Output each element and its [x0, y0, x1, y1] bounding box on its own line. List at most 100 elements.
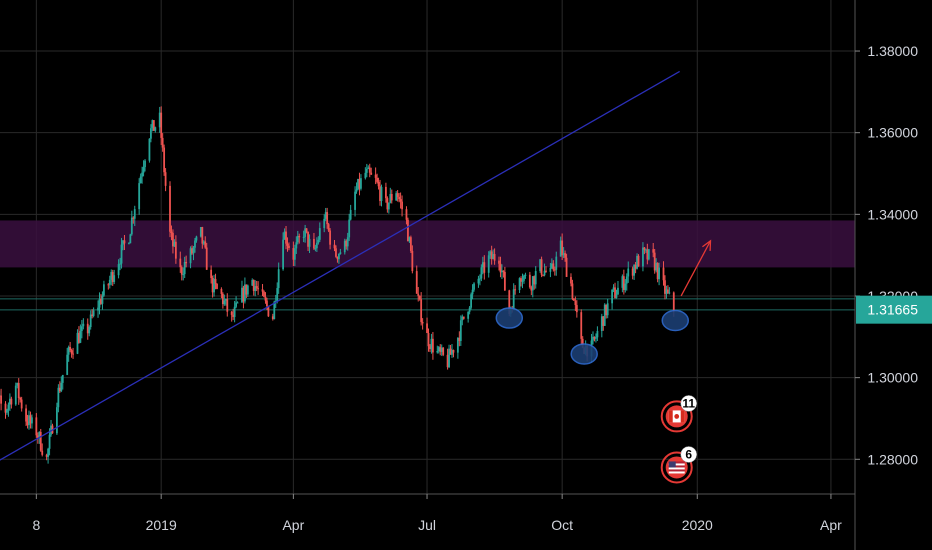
candle-body: [672, 292, 675, 311]
candle-body: [481, 262, 484, 268]
candle-body: [451, 350, 453, 355]
event-marker[interactable]: 11: [660, 395, 697, 433]
highlight-ellipses[interactable]: [495, 307, 689, 365]
candle-body: [251, 280, 254, 286]
candle-body: [498, 260, 500, 264]
candle-body: [429, 346, 431, 350]
candle-body: [528, 274, 531, 288]
candle-body: [185, 262, 188, 264]
candle-body: [426, 323, 428, 333]
candle-body: [573, 298, 575, 301]
candle-body: [625, 276, 628, 284]
candle-body: [255, 286, 258, 289]
candle-body: [235, 302, 237, 307]
candle-body: [329, 230, 331, 245]
flag-stripe: [668, 467, 685, 470]
candle-body: [346, 237, 349, 247]
candle-body: [91, 314, 94, 316]
candle-body: [66, 354, 69, 375]
candle-body: [122, 240, 124, 245]
candle-body: [420, 299, 423, 322]
candle-body: [158, 112, 161, 128]
candle-body: [92, 310, 95, 316]
candle-body: [524, 274, 527, 276]
candle-body: [19, 398, 22, 400]
projection-arrow[interactable]: [680, 239, 712, 297]
candle-body: [25, 408, 27, 422]
highlight-ellipse: [661, 309, 689, 332]
candle-body: [60, 382, 63, 392]
candle-body: [376, 177, 378, 182]
candle-body: [172, 232, 174, 247]
candle-body: [210, 269, 213, 279]
candle-body: [108, 279, 111, 285]
candle-body: [205, 247, 208, 270]
candle-body: [627, 268, 630, 277]
candle-body: [70, 350, 73, 354]
candle-body: [561, 240, 564, 256]
candle-body: [446, 354, 449, 368]
candle-body: [521, 280, 524, 282]
candle-body: [368, 167, 371, 173]
candle-body: [230, 311, 233, 315]
candle-body: [549, 267, 552, 272]
candle-body: [615, 294, 618, 298]
candle-body: [386, 198, 389, 210]
candle-body: [86, 323, 89, 334]
x-axis-panel: [0, 494, 932, 550]
candle-body: [617, 287, 619, 295]
candle-body: [173, 241, 176, 247]
candle-body: [407, 219, 409, 242]
flag-stripe: [668, 461, 685, 464]
candle-body: [304, 228, 307, 237]
candle-body: [458, 337, 461, 341]
candle-body: [39, 431, 42, 451]
candle-body: [58, 387, 61, 392]
candle-body: [56, 407, 58, 434]
candle-body: [646, 249, 649, 260]
flag-stripe: [668, 469, 685, 472]
candle-body: [142, 167, 145, 173]
candle-body: [467, 311, 470, 319]
candle-body: [67, 346, 70, 355]
candle-body: [78, 332, 80, 343]
candle-body: [559, 240, 562, 257]
y-tick-label: 1.36000: [867, 125, 918, 141]
candle-body: [100, 298, 102, 304]
candle-body: [448, 348, 450, 368]
candle-body: [282, 239, 284, 270]
candle-body: [214, 278, 217, 284]
candle-body: [276, 288, 279, 302]
candle-body: [389, 194, 392, 203]
candle-body: [47, 448, 49, 457]
candle-body: [605, 304, 608, 316]
candle-body: [307, 231, 309, 247]
candle-body: [492, 253, 495, 260]
candle-body: [479, 278, 481, 280]
candle-body: [130, 217, 133, 235]
candle-body: [267, 306, 270, 317]
candle-body: [644, 249, 647, 251]
candle-body: [531, 276, 534, 291]
candle-body: [133, 209, 136, 219]
event-marker[interactable]: 6: [660, 446, 697, 484]
candle-body: [408, 237, 411, 242]
candle-body: [503, 271, 506, 291]
trendline[interactable]: [0, 70, 680, 470]
candle-body: [35, 417, 38, 436]
economic-events[interactable]: 11 6: [660, 395, 697, 484]
candle-body: [174, 241, 177, 259]
candle-body: [473, 283, 475, 290]
event-ring: [660, 400, 693, 433]
candle-body: [421, 321, 424, 324]
y-tick-label: 1.28000: [867, 451, 918, 467]
event-ring: [660, 451, 693, 484]
candle-body: [236, 302, 239, 304]
candle-body: [14, 385, 17, 405]
candle-body: [432, 338, 434, 353]
candle-body: [20, 399, 23, 409]
candle-body: [271, 316, 274, 320]
candle-body: [574, 300, 577, 306]
maple-leaf: [674, 414, 680, 419]
